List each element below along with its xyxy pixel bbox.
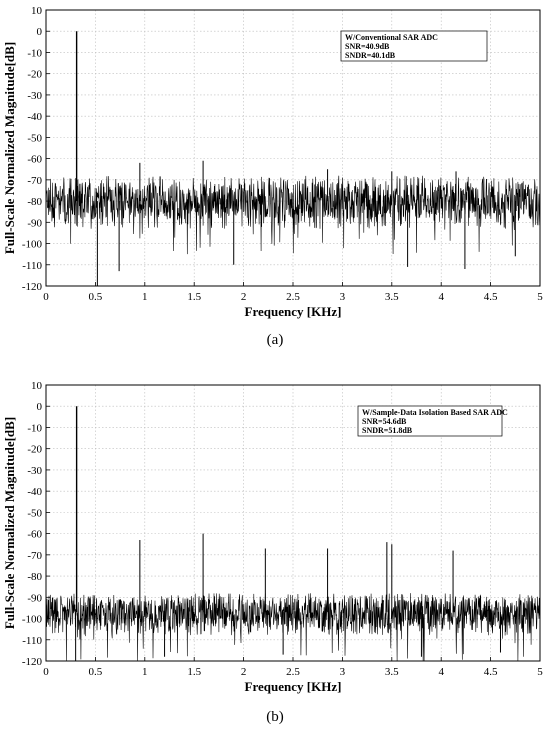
panel-a-ytick-label-5: -40 (27, 111, 42, 123)
panel-b-xtick-label-1: 0.5 (89, 666, 103, 678)
panel-b-ytick-label-2: -10 (27, 422, 42, 434)
panel-a-ytick-label-11: -100 (22, 239, 43, 251)
panel-b-ytick-label-1: 0 (37, 401, 43, 413)
panel-a-xtick-label-3: 1.5 (187, 291, 201, 303)
panel-a-ytick-label-12: -110 (22, 260, 42, 272)
panel-b-ytick-label-7: -60 (27, 529, 42, 541)
panel-b-xtick-label-2: 1 (142, 666, 148, 678)
panel-b-legend-title: W/Sample-Data Isolation Based SAR ADC (362, 408, 508, 417)
panel-b-xtick-label-9: 4.5 (484, 666, 498, 678)
panel-a-legend-frame (340, 30, 488, 62)
panel-a-ytick-label-10: -90 (27, 217, 42, 229)
panel-a-ytick-label-2: -10 (27, 47, 42, 59)
panel-a: 0 0.5 1 1.5 2 2.5 3 3.5 4 4.5 5 10 0 -10 -20 -30 -40 -50 -… (2, 5, 543, 319)
panel-a-xtick-label-7: 3.5 (385, 291, 399, 303)
panel-b-xtick-label-0: 0 (43, 666, 49, 678)
panel-a-ytick-label-3: -20 (27, 69, 42, 81)
panel-a-xtick-label-5: 2.5 (286, 291, 300, 303)
panel-a-x-axis-label: Frequency [KHz] (245, 304, 342, 319)
panel-b-y-axis-label: Full-Scale Normalized Magnitude[dB] (2, 417, 17, 629)
panel-b-xtick-label-6: 3 (340, 666, 346, 678)
caption-a: (a) (266, 332, 284, 348)
panel-a-ytick-label-13: -120 (22, 281, 43, 293)
panel-b-xtick-label-5: 2.5 (286, 666, 300, 678)
panel-b-ytick-label-11: -100 (22, 614, 43, 626)
panel-b-spectrum-line (45, 593, 541, 662)
panel-b-legend-box: W/Sample-Data Isolation Based SAR ADC SN… (357, 405, 508, 437)
panel-a-legend-snr: SNR=40.9dB (345, 42, 390, 51)
panel-a-spectrum-line (45, 175, 541, 255)
panel-a-ytick-label-1: 0 (37, 26, 43, 38)
panel-a-xtick-label-9: 4.5 (484, 291, 498, 303)
panel-b-legend-snr: SNR=54.6dB (362, 417, 407, 426)
panel-a-ytick-label-7: -60 (27, 154, 42, 166)
panel-a-xtick-label-10: 5 (537, 291, 543, 303)
panel-a-xtick-label-0: 0 (43, 291, 49, 303)
panel-a-xtick-label-4: 2 (241, 291, 247, 303)
panel-a-ytick-label-8: -70 (27, 175, 42, 187)
caption-b: (b) (266, 709, 284, 725)
panel-b-xtick-label-4: 2 (241, 666, 247, 678)
panel-b-xtick-label-10: 5 (537, 666, 543, 678)
panel-b-ytick-label-12: -110 (22, 635, 42, 647)
panel-a-ytick-label-0: 10 (31, 5, 43, 17)
panel-a-spurs (75, 31, 516, 286)
panel-b-ticks: 0 0.5 1 1.5 2 2.5 3 3.5 4 4.5 5 10 0 -10 -20 -30 -40 -50 -… (22, 380, 543, 678)
panel-a-legend-box: W/Conventional SAR ADC SNR=40.9dB SNDR=4… (340, 30, 488, 62)
panel-a-legend-sndr: SNDR=40.1dB (345, 51, 396, 60)
panel-a-xtick-label-8: 4 (438, 291, 444, 303)
panel-b-xtick-label-7: 3.5 (385, 666, 399, 678)
panel-a-ytick-label-4: -30 (27, 90, 42, 102)
panel-b-x-axis-label: Frequency [KHz] (245, 679, 342, 694)
panel-b-ytick-label-3: -20 (27, 444, 42, 456)
panel-b-legend-frame (357, 405, 503, 437)
panel-a-xtick-label-1: 0.5 (89, 291, 103, 303)
panel-a-xtick-label-6: 3 (340, 291, 346, 303)
panel-b-ytick-label-13: -120 (22, 656, 43, 668)
panel-b-ytick-label-8: -70 (27, 550, 42, 562)
panel-a-ytick-label-9: -80 (27, 196, 42, 208)
panel-b-ytick-label-0: 10 (31, 380, 43, 392)
panel-a-xtick-label-2: 1 (142, 291, 148, 303)
panel-b-ytick-label-9: -80 (27, 571, 42, 583)
panel-b-spurs (75, 406, 501, 661)
panel-b-legend-sndr: SNDR=51.8dB (362, 426, 413, 435)
panel-b-ytick-label-6: -50 (27, 507, 42, 519)
panel-b-ytick-label-4: -30 (27, 465, 42, 477)
panel-a-y-axis-label: Full-Scale Normalized Magnitude[dB] (2, 42, 17, 254)
panel-b-ytick-label-5: -40 (27, 486, 42, 498)
panel-a-ticks: 0 0.5 1 1.5 2 2.5 3 3.5 4 4.5 5 10 0 -10 -20 -30 -40 -50 -… (22, 5, 543, 303)
panel-b: 0 0.5 1 1.5 2 2.5 3 3.5 4 4.5 5 10 0 -10 -20 -30 -40 -50 -… (2, 380, 543, 694)
panel-b-xtick-label-3: 1.5 (187, 666, 201, 678)
panel-b-ytick-label-10: -90 (27, 592, 42, 604)
panel-b-xtick-label-8: 4 (438, 666, 444, 678)
panel-a-ytick-label-6: -50 (27, 132, 42, 144)
panel-a-legend-title: W/Conventional SAR ADC (345, 33, 438, 42)
